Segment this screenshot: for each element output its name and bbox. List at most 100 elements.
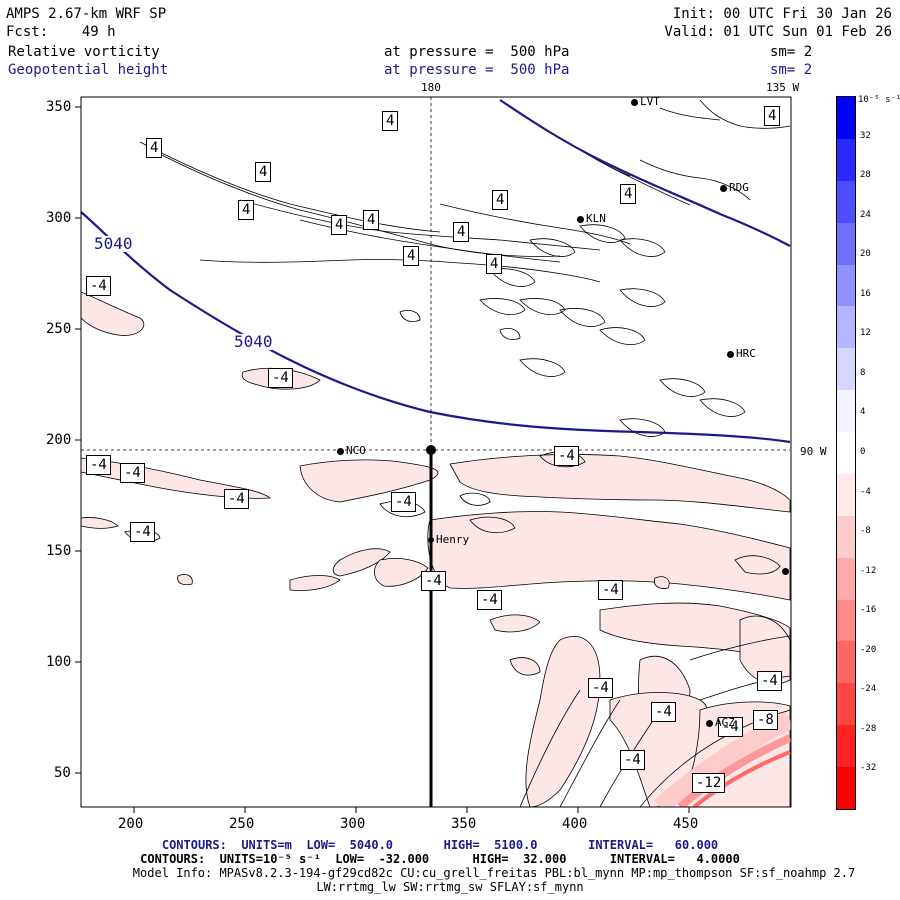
colorbar-tick-label: 0 [860,447,866,457]
vorticity-label: -4 [268,368,293,388]
colorbar [836,96,856,810]
x-tick-label: 400 [562,816,588,832]
vorticity-label: -4 [421,571,446,591]
fcst-value: 49 h [81,24,116,40]
vorticity-label: 4 [764,106,781,126]
vorticity-label: -4 [224,489,249,509]
y-tick-label: 250 [46,321,72,337]
station-marker [577,215,584,223]
station-marker [727,350,734,358]
vorticity-label: -4 [86,455,111,475]
vorticity-label: 4 [363,210,380,230]
colorbar-tick-label: -8 [860,526,871,537]
height-contour-label: 5040 [234,332,273,351]
vorticity-label: -4 [588,678,613,698]
colorbar-tick-label: -32 [860,763,877,774]
x-tick-label: 350 [451,816,477,832]
colorbar-segment [837,473,855,516]
station-henry: Henry [428,534,469,546]
vorticity-label: 4 [486,254,503,274]
station-marker [337,447,344,455]
colorbar-segment [837,222,855,265]
vorticity-label: 4 [620,184,637,204]
model-title: AMPS 2.67-km WRF SP [6,6,167,22]
vorticity-label: -4 [477,590,502,610]
colorbar-segment [837,515,855,558]
station-edge [782,565,791,577]
colorbar-segment [837,390,855,433]
colorbar-segment [837,348,855,391]
colorbar-tick-label: 28 [860,170,871,181]
colorbar-tick-label: 24 [860,209,871,220]
vorticity-label: -4 [757,671,782,691]
colorbar-segment [837,683,855,726]
colorbar-tick-label: 32 [860,130,871,141]
colorbar-tick-label: -4 [860,486,871,497]
x-axis-ticks [133,807,690,813]
field1-smoothing: sm= 2 [770,44,813,60]
vorticity-label: 4 [453,222,470,242]
vorticity-label: -4 [718,717,743,737]
vorticity-label: -4 [620,750,645,770]
vorticity-label: 4 [255,162,272,182]
x-tick-label: 200 [118,816,144,832]
station-marker [720,184,727,192]
x-tick-label: 300 [340,816,366,832]
vorticity-label: -4 [598,580,623,600]
station-marker [631,98,638,106]
vorticity-label: 4 [238,200,255,220]
station-hrc: HRC [727,348,756,360]
colorbar-segment [837,97,855,139]
vorticity-label: -8 [753,710,778,730]
field1-name: Relative vorticity [8,44,160,60]
colorbar-tick-label: 12 [860,328,871,339]
height-contour-label: 5040 [94,234,133,253]
colorbar-tick-label: 16 [860,288,871,299]
colorbar-tick-label: -28 [860,723,877,734]
field2-name: Geopotential height [8,62,169,78]
colorbar-segment [837,306,855,349]
plot-frame [80,96,792,808]
valid-time: Valid: 01 UTC Sun 01 Feb 26 [664,24,892,40]
station-nco: NCO [337,445,366,457]
vorticity-label: 4 [492,190,509,210]
vorticity-label: -4 [554,446,579,466]
station-marker [706,719,713,727]
vorticity-label: -4 [86,276,111,296]
footer-model-info: Model Info: MPASv8.2.3-194-gf29cd82c CU:… [132,866,856,880]
footer-model-info-2: LW:rrtmg_lw SW:rrtmg_sw SFLAY:sf_mynn [316,880,584,894]
geopotential-height-contours [81,99,791,444]
vorticity-label: 4 [382,111,399,131]
y-tick-label: 300 [46,210,72,226]
negative-vorticity-contours [519,635,791,807]
x-tick-label: 450 [673,816,699,832]
station-kln: KLN [577,213,606,225]
field2-level: at pressure = 500 hPa [384,62,570,78]
colorbar-segment [837,180,855,223]
colorbar-tick-label: -24 [860,684,877,695]
colorbar-tick-label: 20 [860,249,871,260]
colorbar-segment [837,767,855,809]
negative-vorticity-shading [81,291,791,807]
forecast-hour: Fcst: 49 h [6,24,116,40]
station-agz: AGZ [706,717,735,729]
strong-negative-vorticity-band [653,711,791,807]
field1-level: at pressure = 500 hPa [384,44,570,60]
y-tick-label: 100 [46,654,72,670]
y-axis-ticks [75,106,81,774]
colorbar-segment [837,138,855,181]
station-rdg: RDG [720,182,749,194]
field2-smoothing: sm= 2 [770,62,813,78]
colorbar-tick-label: -20 [860,644,877,655]
meridian-135w-label: 135 W [766,81,800,94]
colorbar-tick-label: 4 [860,407,866,418]
colorbar-segment [837,599,855,642]
colorbar-tick-label: -16 [860,605,877,616]
y-tick-label: 350 [46,99,72,115]
station-lvt: LVT [631,96,660,108]
colorbar-segment [837,641,855,684]
vorticity-label: -4 [120,463,145,483]
vorticity-label: -4 [391,492,416,512]
